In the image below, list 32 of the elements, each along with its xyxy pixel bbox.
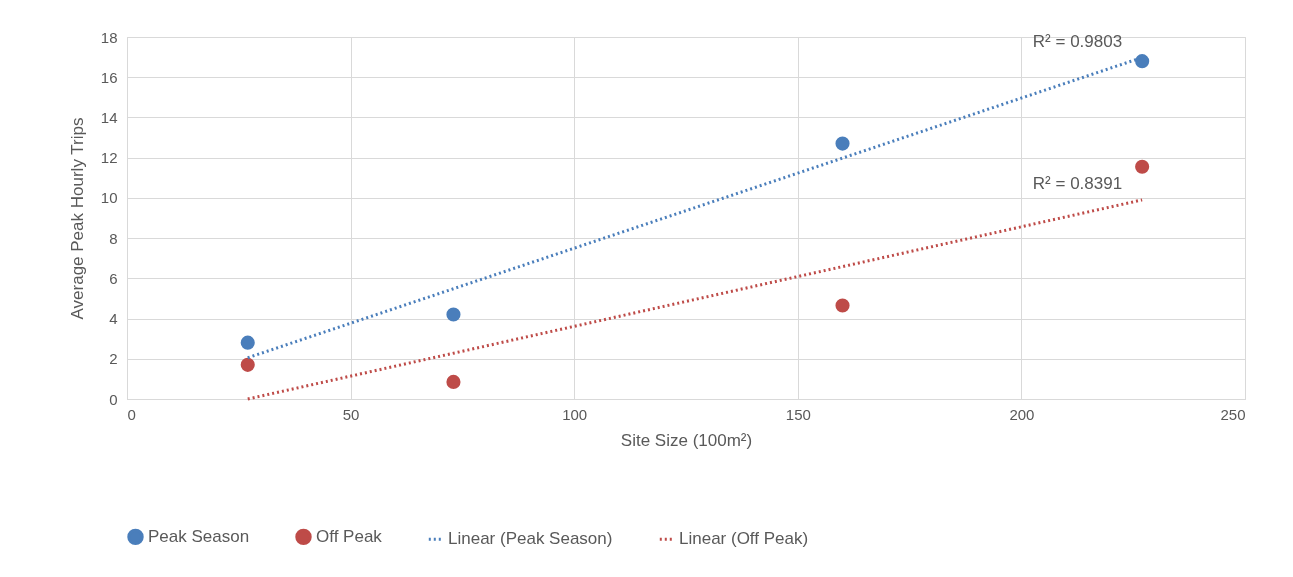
y-tick-label: 18	[100, 28, 118, 46]
point	[1135, 159, 1150, 174]
x-tick-label: 150	[785, 405, 811, 423]
y-tick-label: 4	[109, 310, 118, 328]
y-tick-label: 10	[100, 189, 118, 207]
point	[446, 307, 461, 322]
point	[240, 335, 255, 350]
y-tick-label: 12	[100, 149, 118, 167]
point	[835, 298, 850, 313]
y-tick-label: 2	[109, 350, 118, 368]
legend-label: Linear (Off Peak)	[679, 529, 809, 549]
legend-label: Off Peak	[316, 526, 383, 546]
point	[1135, 54, 1150, 69]
y-tick-label: 16	[100, 68, 118, 86]
x-tick-label: 50	[342, 405, 360, 423]
y-tick-label: 6	[109, 269, 118, 287]
y-tick-label: 14	[100, 108, 118, 126]
x-axis-title: Site Size (100m²)	[620, 430, 753, 450]
annotation: R² = 0.9803	[1032, 31, 1123, 51]
x-tick-label: 200	[1009, 405, 1035, 423]
x-tick-label: 100	[562, 405, 588, 423]
point	[835, 136, 850, 151]
point	[240, 357, 255, 372]
y-tick-label: 0	[109, 390, 118, 408]
x-tick-label: 0	[127, 405, 136, 423]
y-axis-title: Average Peak Hourly Trips	[67, 117, 87, 320]
legend-label: Peak Season	[148, 526, 250, 546]
x-tick-label: 250	[1220, 405, 1246, 423]
annotation: R² = 0.8391	[1032, 173, 1123, 193]
point	[446, 374, 461, 389]
y-tick-label: 8	[109, 229, 118, 247]
legend-label: Linear (Peak Season)	[448, 529, 613, 549]
